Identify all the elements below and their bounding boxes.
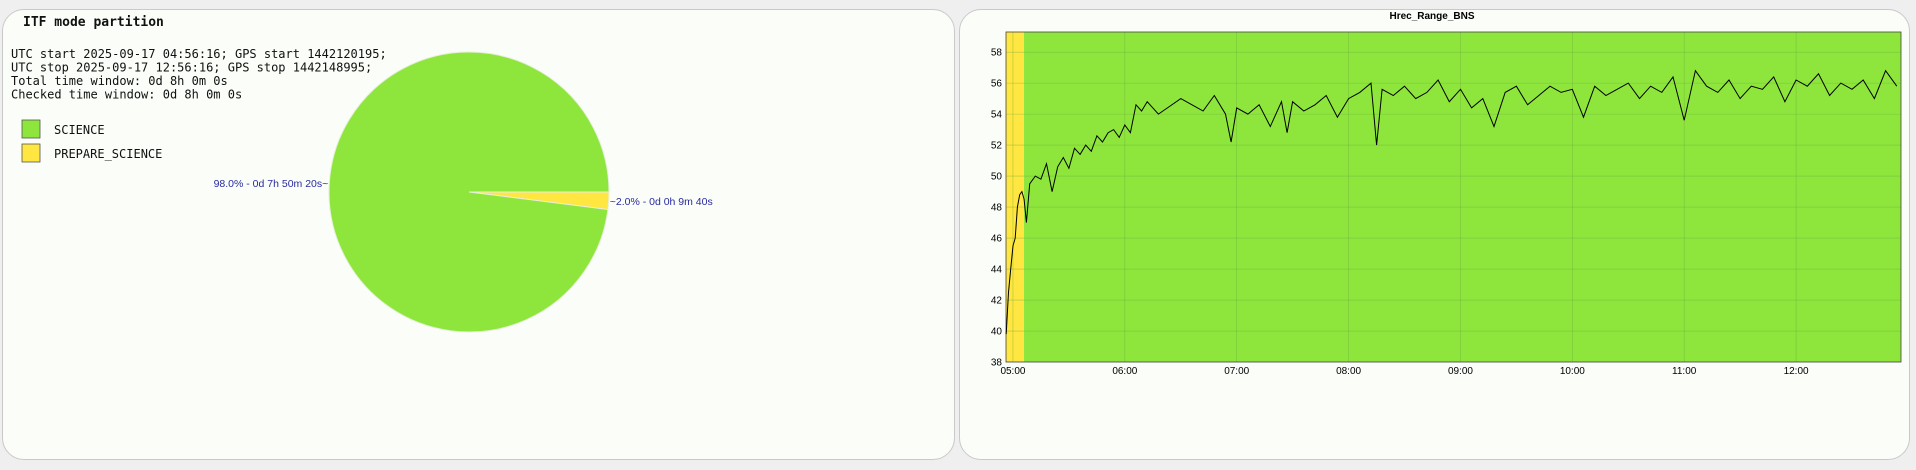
mode-band-prepare-science	[1006, 32, 1025, 362]
mode-partition-panel: ITF mode partition UTC start 2025-09-17 …	[2, 9, 955, 460]
y-tick-label: 46	[991, 234, 1003, 245]
y-tick-label: 52	[991, 141, 1003, 152]
x-tick-label: 07:00	[1224, 366, 1249, 377]
y-axis: 38 40 42 44 46 48 50 52 54 56 58	[991, 48, 1003, 369]
line-chart: Hrec_Range_BNS 38 40 42 44 46 48 50 52 54 56 58 05…	[991, 11, 1902, 377]
legend: SCIENCE PREPARE_SCIENCE	[21, 119, 162, 163]
pie-chart: ITF mode partition UTC start 2025-09-17 …	[11, 15, 713, 333]
info-line: Checked time window: 0d 8h 0m 0s	[11, 88, 242, 102]
y-tick-label: 54	[991, 110, 1003, 121]
legend-swatch	[21, 119, 41, 139]
y-tick-label: 44	[991, 265, 1003, 276]
info-block: UTC start 2025-09-17 04:56:16; GPS start…	[11, 47, 387, 102]
x-tick-label: 08:00	[1336, 366, 1361, 377]
x-tick-label: 12:00	[1784, 366, 1809, 377]
pie-slice-science	[328, 51, 610, 333]
grid-lines	[1005, 31, 1902, 363]
pie-labels: ~2.0% - 0d 0h 9m 40s 98.0% - 0d 7h 50m 20…	[214, 178, 713, 208]
plot-frame	[1005, 31, 1902, 363]
series-group	[1005, 69, 1898, 335]
y-tick-label: 38	[991, 358, 1003, 369]
y-tick-label: 48	[991, 203, 1003, 214]
legend-label: PREPARE_SCIENCE	[54, 147, 162, 161]
info-line: UTC start 2025-09-17 04:56:16; GPS start…	[11, 47, 387, 61]
info-line: UTC stop 2025-09-17 12:56:16; GPS stop 1…	[11, 61, 372, 75]
range-plot-panel: Hrec_Range_BNS 38 40 42 44 46 48 50 52 54 56 58 05…	[959, 9, 1910, 460]
pie-slices	[328, 51, 610, 333]
x-tick-label: 11:00	[1672, 366, 1697, 377]
y-tick-label: 50	[991, 172, 1003, 183]
legend-swatch	[21, 143, 41, 163]
pie-label: ~2.0% - 0d 0h 9m 40s	[610, 196, 713, 208]
y-tick-label: 40	[991, 327, 1003, 338]
info-line: Total time window: 0d 8h 0m 0s	[11, 74, 228, 88]
x-tick-label: 10:00	[1560, 366, 1585, 377]
line-title: Hrec_Range_BNS	[1389, 11, 1474, 22]
y-tick-label: 56	[991, 79, 1003, 90]
x-tick-label: 06:00	[1112, 366, 1137, 377]
series-line	[1005, 69, 1898, 335]
mode-background	[1006, 32, 1901, 362]
x-tick-label: 05:00	[1000, 366, 1025, 377]
pie-title: ITF mode partition	[23, 15, 164, 30]
legend-label: SCIENCE	[54, 123, 105, 137]
x-tick-label: 09:00	[1448, 366, 1473, 377]
pie-label: 98.0% - 0d 7h 50m 20s~	[214, 178, 329, 190]
x-axis: 05:00 06:00 07:00 08:00 09:00 10:00 11:00 12:00	[1000, 366, 1809, 377]
y-tick-label: 42	[991, 296, 1003, 307]
y-tick-label: 58	[991, 48, 1003, 59]
